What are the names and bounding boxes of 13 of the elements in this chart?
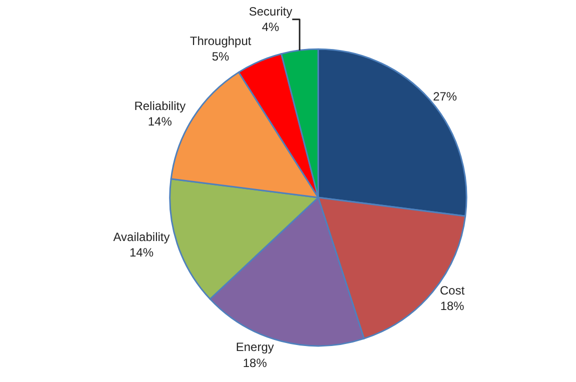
data-label: 14% — [129, 246, 154, 260]
data-label: 5% — [212, 50, 230, 64]
slice-label: Availability — [113, 230, 170, 244]
data-label: 14% — [148, 114, 172, 129]
slice-label: Energy — [236, 340, 274, 354]
slice-label: Cost — [440, 283, 466, 298]
data-label: 18% — [242, 356, 268, 370]
slice-label: Throughput — [190, 34, 252, 48]
data-label: 18% — [440, 298, 465, 313]
data-label: 4% — [262, 20, 280, 34]
slice-label: Reliability — [134, 98, 186, 113]
slice-label: Security — [248, 4, 292, 19]
data-label: 27% — [432, 89, 458, 104]
